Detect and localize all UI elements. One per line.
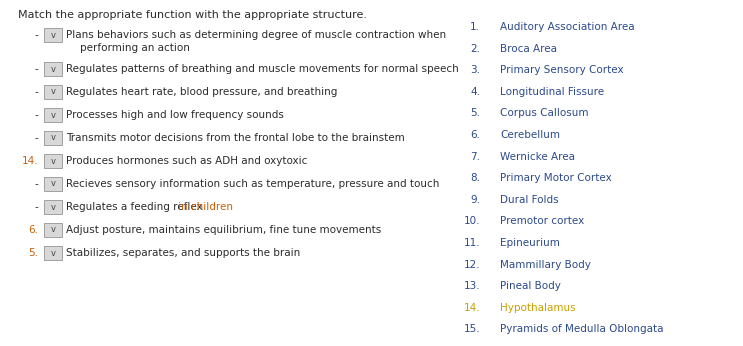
Text: Premotor cortex: Premotor cortex [500, 216, 584, 226]
Text: 6.: 6. [28, 225, 38, 235]
Text: v: v [51, 248, 56, 257]
Text: v: v [51, 64, 56, 73]
Text: Mammillary Body: Mammillary Body [500, 260, 591, 270]
Text: -: - [34, 202, 38, 212]
Text: Longitudinal Fissure: Longitudinal Fissure [500, 87, 604, 97]
Text: v: v [51, 88, 56, 97]
Text: Processes high and low frequency sounds: Processes high and low frequency sounds [66, 110, 284, 120]
Text: 11.: 11. [464, 238, 480, 248]
Text: Primary Motor Cortex: Primary Motor Cortex [500, 173, 611, 183]
Text: Broca Area: Broca Area [500, 44, 557, 54]
Text: -: - [34, 110, 38, 120]
Text: Regulates patterns of breathing and muscle movements for normal speech: Regulates patterns of breathing and musc… [66, 64, 458, 74]
Text: Regulates a feeding reflex: Regulates a feeding reflex [66, 202, 206, 212]
Text: Corpus Callosum: Corpus Callosum [500, 108, 588, 118]
Text: -: - [34, 179, 38, 189]
Text: 8.: 8. [470, 173, 480, 183]
Text: v: v [51, 156, 56, 165]
Text: Dural Folds: Dural Folds [500, 195, 559, 205]
Text: 2.: 2. [470, 44, 480, 54]
FancyBboxPatch shape [44, 28, 62, 42]
Text: Cerebellum: Cerebellum [500, 130, 560, 140]
Text: 5.: 5. [470, 108, 480, 118]
Text: v: v [51, 180, 56, 189]
Text: 12.: 12. [464, 260, 480, 270]
Text: Auditory Association Area: Auditory Association Area [500, 22, 635, 32]
Text: 9.: 9. [470, 195, 480, 205]
Text: v: v [51, 226, 56, 235]
FancyBboxPatch shape [44, 246, 62, 260]
Text: -: - [34, 133, 38, 143]
Text: in children: in children [178, 202, 233, 212]
Text: Adjust posture, maintains equilibrium, fine tune movements: Adjust posture, maintains equilibrium, f… [66, 225, 381, 235]
FancyBboxPatch shape [44, 154, 62, 168]
Text: Plans behaviors such as determining degree of muscle contraction when: Plans behaviors such as determining degr… [66, 30, 446, 40]
FancyBboxPatch shape [44, 131, 62, 145]
FancyBboxPatch shape [44, 177, 62, 191]
Text: Primary Sensory Cortex: Primary Sensory Cortex [500, 65, 623, 75]
Text: Wernicke Area: Wernicke Area [500, 152, 575, 162]
Text: Recieves sensory information such as temperature, pressure and touch: Recieves sensory information such as tem… [66, 179, 439, 189]
Text: Hypothalamus: Hypothalamus [500, 303, 576, 313]
Text: Stabilizes, separates, and supports the brain: Stabilizes, separates, and supports the … [66, 248, 300, 258]
FancyBboxPatch shape [44, 108, 62, 122]
Text: Match the appropriate function with the appropriate structure.: Match the appropriate function with the … [18, 10, 367, 20]
Text: Transmits motor decisions from the frontal lobe to the brainstem: Transmits motor decisions from the front… [66, 133, 405, 143]
FancyBboxPatch shape [44, 62, 62, 76]
Text: 15.: 15. [464, 325, 480, 334]
Text: Epineurium: Epineurium [500, 238, 560, 248]
Text: Pyramids of Medulla Oblongata: Pyramids of Medulla Oblongata [500, 325, 663, 334]
Text: v: v [51, 134, 56, 143]
Text: -: - [34, 87, 38, 97]
Text: Pineal Body: Pineal Body [500, 281, 561, 291]
Text: performing an action: performing an action [80, 43, 190, 53]
Text: 3.: 3. [470, 65, 480, 75]
Text: v: v [51, 110, 56, 119]
Text: Regulates heart rate, blood pressure, and breathing: Regulates heart rate, blood pressure, an… [66, 87, 337, 97]
Text: v: v [51, 202, 56, 211]
Text: -: - [34, 64, 38, 74]
Text: 4.: 4. [470, 87, 480, 97]
Text: 14.: 14. [22, 156, 38, 166]
FancyBboxPatch shape [44, 223, 62, 237]
Text: 7.: 7. [470, 152, 480, 162]
Text: 5.: 5. [28, 248, 38, 258]
Text: -: - [34, 30, 38, 40]
Text: v: v [51, 30, 56, 39]
Text: 14.: 14. [464, 303, 480, 313]
Text: Produces hormones such as ADH and oxytoxic: Produces hormones such as ADH and oxytox… [66, 156, 308, 166]
FancyBboxPatch shape [44, 200, 62, 214]
FancyBboxPatch shape [44, 85, 62, 99]
Text: 6.: 6. [470, 130, 480, 140]
Text: 10.: 10. [464, 216, 480, 226]
Text: 13.: 13. [464, 281, 480, 291]
Text: 1.: 1. [470, 22, 480, 32]
